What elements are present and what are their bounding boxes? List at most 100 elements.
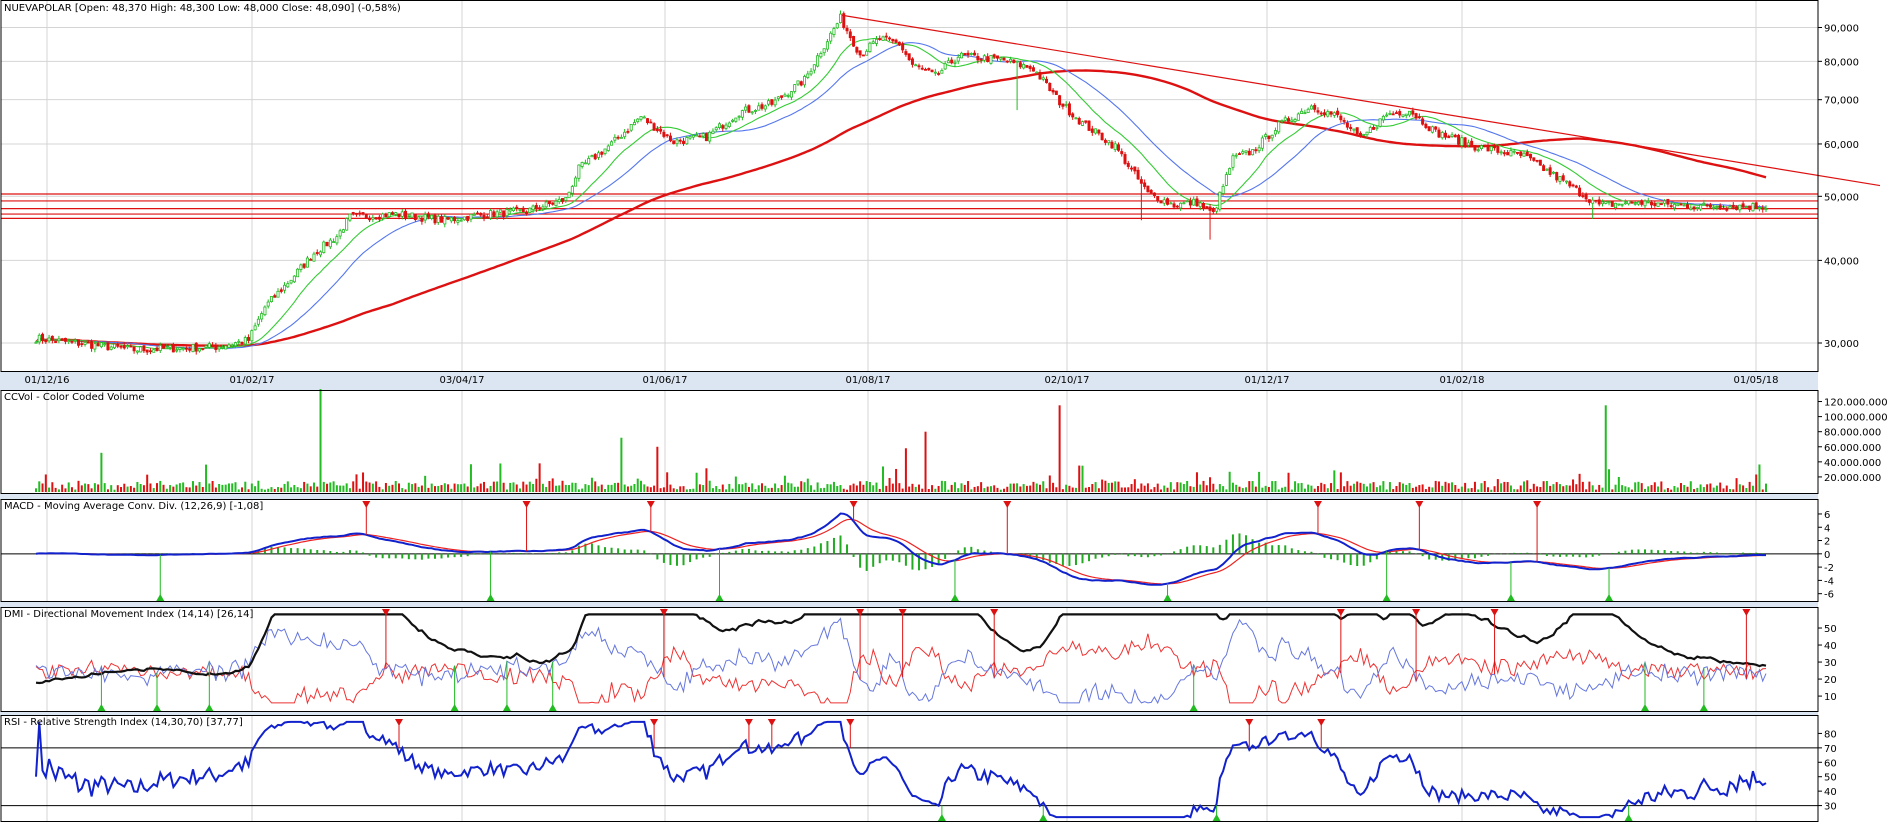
volume-bar <box>149 483 151 492</box>
candle-body <box>440 217 442 223</box>
volume-bar <box>761 483 763 492</box>
volume-bar <box>1098 488 1100 492</box>
volume-bar <box>1085 488 1087 492</box>
volume-bar <box>1059 405 1061 492</box>
volume-bar <box>1186 481 1188 492</box>
volume-bar <box>898 483 900 492</box>
macd-axis-label: 2 <box>1824 537 1830 548</box>
volume-bar <box>499 463 501 492</box>
volume-bar <box>1392 489 1394 492</box>
volume-bar <box>444 483 446 492</box>
macd-histogram-bar <box>794 550 796 554</box>
candle-body <box>1278 122 1280 132</box>
candle-body <box>1301 111 1303 113</box>
candle-body <box>136 351 138 352</box>
volume-panel[interactable] <box>35 389 1767 492</box>
macd-histogram-bar <box>709 554 711 557</box>
candle-body <box>1726 209 1728 210</box>
volume-bar <box>1513 489 1515 492</box>
candle-body <box>277 291 279 297</box>
buy-signal-arrow <box>1700 704 1708 711</box>
candle-body <box>856 47 858 52</box>
rsi-line <box>36 722 1766 817</box>
candle-body <box>1644 201 1646 206</box>
macd-histogram-bar <box>1180 549 1182 554</box>
macd-histogram-bar <box>696 554 698 560</box>
macd-panel[interactable] <box>1 501 1818 601</box>
volume-bar <box>1448 483 1450 492</box>
candle-body <box>1199 203 1201 207</box>
buy-signal-arrow <box>156 594 164 601</box>
volume-bar <box>1006 487 1008 492</box>
volume-bar <box>1719 483 1721 492</box>
candle-body <box>496 212 498 217</box>
price-panel[interactable] <box>1 10 1880 354</box>
rsi-panel[interactable] <box>1 719 1818 821</box>
volume-bar <box>725 489 727 492</box>
macd-histogram-bar <box>1736 553 1738 554</box>
volume-bar <box>1438 481 1440 492</box>
volume-bar <box>810 485 812 492</box>
volume-bar <box>1647 486 1649 492</box>
candle-body <box>1376 127 1378 128</box>
macd-histogram-bar <box>1467 554 1469 558</box>
candle-body <box>306 258 308 267</box>
candle-body <box>1444 133 1446 137</box>
candle-body <box>934 72 936 73</box>
candle-body <box>35 342 37 343</box>
volume-bar <box>1601 488 1603 492</box>
overbought-arrow <box>846 719 854 726</box>
macd-histogram-bar <box>1310 552 1312 554</box>
volume-bar <box>1458 489 1460 492</box>
volume-bar <box>38 481 40 492</box>
volume-bar <box>486 488 488 492</box>
volume-bar <box>1127 487 1129 492</box>
buy-signal-arrow <box>1507 594 1515 601</box>
candle-body <box>1543 166 1545 171</box>
volume-bar <box>1726 486 1728 492</box>
volume-bar <box>1258 472 1260 492</box>
macd-histogram-bar <box>1127 554 1129 556</box>
candle-body <box>1464 138 1466 145</box>
volume-bar <box>1232 483 1234 492</box>
candle-body <box>1503 153 1505 154</box>
volume-bar <box>1055 487 1057 492</box>
volume-bar <box>705 468 707 492</box>
candle-body <box>973 53 975 55</box>
candle-body <box>1418 117 1420 118</box>
candle-body <box>368 218 370 220</box>
oversold-arrow <box>1213 814 1221 821</box>
candle-body <box>810 71 812 74</box>
macd-histogram-bar <box>369 554 371 556</box>
overbought-arrow <box>1245 719 1253 726</box>
volume-bar <box>1526 480 1528 492</box>
panel-frame <box>1 391 1818 494</box>
candle-body <box>1755 203 1757 208</box>
dmi-panel[interactable] <box>36 609 1766 711</box>
candle-body <box>682 141 684 143</box>
candle-body <box>1585 195 1587 199</box>
macd-histogram-bar <box>1480 554 1482 557</box>
candle-body <box>470 214 472 219</box>
volume-bar <box>1144 486 1146 492</box>
volume-bar <box>411 484 413 492</box>
candle-body <box>895 40 897 42</box>
candle-body <box>1363 134 1365 135</box>
candle-body <box>437 216 439 222</box>
candle-body <box>1094 129 1096 133</box>
candle-body <box>1578 188 1580 196</box>
volume-bar <box>1510 485 1512 492</box>
candle-body <box>166 347 168 348</box>
candle-body <box>1006 61 1008 62</box>
volume-bar <box>817 482 819 492</box>
volume-bar <box>293 485 295 492</box>
candle-body <box>1229 169 1231 175</box>
volume-bar <box>199 482 201 492</box>
candle-body <box>1117 145 1119 151</box>
macd-histogram-bar <box>643 550 645 553</box>
candle-body <box>1108 141 1110 143</box>
macd-histogram-bar <box>741 549 743 554</box>
candle-body <box>1716 207 1718 208</box>
candle-body <box>1091 129 1093 133</box>
